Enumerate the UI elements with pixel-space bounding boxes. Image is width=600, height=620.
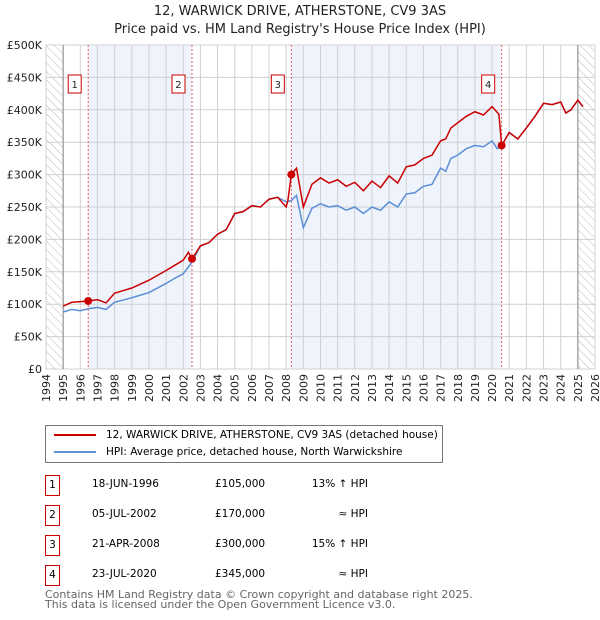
sale-marker-badge: 3 [45, 535, 60, 556]
chart-subtitle: Price paid vs. HM Land Registry's House … [114, 22, 486, 37]
x-tick-label: 2011 [332, 374, 345, 402]
sale-marker-badge: 4 [45, 565, 60, 586]
x-tick-label: 2003 [194, 374, 207, 402]
x-tick-label: 1996 [74, 374, 87, 402]
x-tick-label: 2015 [400, 374, 413, 402]
x-tick-label: 2010 [315, 374, 328, 402]
sale-point [84, 296, 93, 305]
x-tick-label: 2000 [143, 374, 156, 402]
sale-date: 18-JUN-1996 [92, 478, 159, 490]
legend-blue-line [54, 451, 96, 453]
x-tick-label: 1998 [109, 374, 122, 402]
y-tick-label: £450K [7, 71, 43, 84]
sale-price: £170,000 [215, 508, 266, 520]
y-tick-label: £150K [7, 266, 43, 279]
x-tick-label: 2013 [366, 374, 379, 402]
footer-line-2: This data is licensed under the Open Gov… [45, 598, 396, 611]
x-tick-label: 2019 [469, 374, 482, 402]
x-tick-label: 2016 [417, 374, 430, 402]
y-tick-label: £300K [7, 169, 43, 182]
plot-area: 1994 1995 1996 1997 1998 1999 2000 2001 2002 2003… [7, 39, 600, 402]
y-tick-label: £200K [7, 233, 43, 246]
sale-label-box [270, 74, 285, 94]
x-tick-label: 2026 [589, 374, 600, 402]
x-tick-label: 2009 [297, 374, 310, 402]
sale-marker-badge: 1 [45, 475, 60, 496]
x-tick-label: 2002 [177, 374, 190, 402]
y-tick-label: £500K [7, 39, 43, 52]
x-tick-label: 2005 [229, 374, 242, 402]
x-tick-label: 2008 [280, 374, 293, 402]
x-tick-label: 2014 [383, 374, 396, 402]
hpi-comparison: ≈ HPI [338, 508, 368, 520]
hpi-comparison: 15% ↑ HPI [311, 538, 368, 550]
x-tick-label: 2006 [246, 374, 259, 402]
sale-point [287, 170, 296, 179]
x-tick-label: 2012 [349, 374, 362, 402]
x-tick-label: 2024 [555, 374, 568, 402]
x-tick-label: 2025 [572, 374, 585, 402]
footer: Contains HM Land Registry data © Crown c… [45, 588, 473, 611]
footer-line-1: Contains HM Land Registry data © Crown c… [45, 588, 473, 601]
x-tick-label: 2021 [503, 374, 516, 402]
sale-label: 4 [485, 80, 491, 91]
y-tick-label: £50K [14, 331, 43, 344]
x-tick-label: 1995 [57, 374, 70, 402]
sale-label-box [481, 74, 496, 94]
legend-label-hpi: HPI: Average price, detached house, Nort… [106, 446, 403, 458]
sale-point [187, 254, 196, 263]
sale-label-box [67, 74, 82, 94]
legend-red-line [54, 434, 96, 436]
sale-point [497, 141, 506, 150]
x-tick-label: 2001 [160, 374, 173, 402]
sale-label: 3 [275, 80, 281, 91]
hpi-comparison: 13% ↑ HPI [311, 478, 368, 490]
x-tick-label: 2020 [486, 374, 499, 402]
x-tick-label: 2023 [538, 374, 551, 402]
x-tick-label: 2007 [263, 374, 276, 402]
y-tick-label: £350K [7, 136, 43, 149]
x-tick-label: 2017 [435, 374, 448, 402]
sale-label-box [171, 74, 186, 94]
legend-label-property: 12, WARWICK DRIVE, ATHERSTONE, CV9 3AS (… [106, 429, 438, 441]
sale-marker-badge: 2 [45, 505, 60, 526]
sale-date: 21-APR-2008 [92, 538, 160, 550]
sale-date: 23-JUL-2020 [92, 568, 157, 580]
x-tick-label: 1997 [91, 374, 104, 402]
sale-label: 1 [72, 80, 78, 91]
sale-price: £345,000 [215, 568, 266, 580]
y-tick-label: £400K [7, 104, 43, 117]
sale-date: 05-JUL-2002 [92, 508, 157, 520]
sale-price: £300,000 [215, 538, 266, 550]
x-tick-label: 2004 [212, 374, 225, 402]
sale-label: 2 [175, 80, 181, 91]
y-tick-label: £0 [28, 363, 42, 376]
price-paid-line [62, 98, 584, 307]
chart-title: 12, WARWICK DRIVE, ATHERSTONE, CV9 3AS [153, 4, 447, 19]
y-tick-label: £250K [7, 201, 43, 214]
x-tick-label: 1999 [126, 374, 139, 402]
x-tick-label: 1994 [40, 374, 53, 402]
hpi-comparison: ≈ HPI [338, 568, 368, 580]
legend: 12, WARWICK DRIVE, ATHERSTONE, CV9 3AS (… [45, 425, 443, 463]
y-tick-label: £100K [7, 298, 43, 311]
x-tick-label: 2022 [520, 374, 533, 402]
sale-price: £105,000 [215, 478, 266, 490]
x-tick-label: 2018 [452, 374, 465, 402]
